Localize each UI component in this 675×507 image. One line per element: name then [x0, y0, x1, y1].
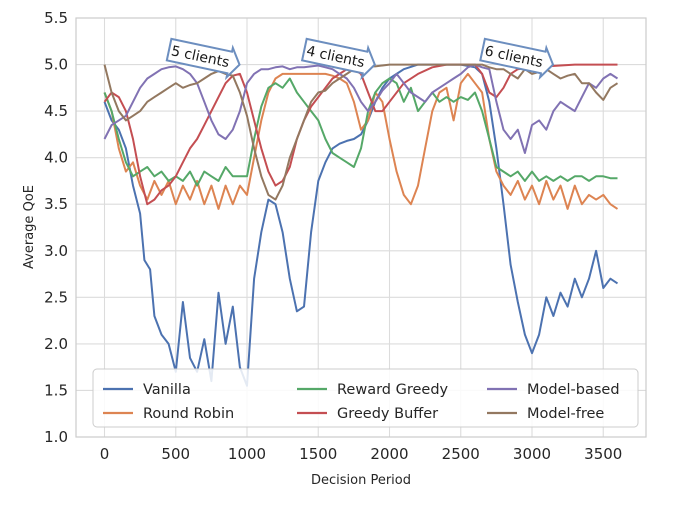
- annotation-arrow-shape: [165, 37, 241, 81]
- x-tick-label: 500: [161, 445, 190, 463]
- y-tick-label: 5.5: [44, 9, 68, 27]
- x-tick-label: 1500: [299, 445, 337, 463]
- plot-frame: [75, 17, 647, 438]
- y-tick-label: 4.0: [44, 149, 68, 167]
- legend-label: Greedy Buffer: [337, 406, 438, 422]
- legend-label: Model-free: [527, 406, 604, 422]
- legend: Vanilla Round Robin Reward Greedy Greedy Bu…: [92, 368, 639, 428]
- y-tick-label: 1.0: [44, 428, 68, 446]
- y-tick-label: 3.5: [44, 195, 68, 213]
- x-tick-label: 3000: [513, 445, 551, 463]
- legend-label: Model-based: [527, 382, 620, 398]
- plot-background: [76, 18, 646, 437]
- y-tick-label: 4.5: [44, 102, 68, 120]
- tick-labels: 0 500 1000 1500 2000 2500 3000 3500 1.0 1.5 2.0 2.5…: [44, 9, 622, 463]
- series-line-reward-greedy: [103, 77, 618, 187]
- x-tick-label: 0: [100, 445, 110, 463]
- annotation-arrow-shape: [479, 37, 555, 81]
- x-tick-label: 2500: [442, 445, 480, 463]
- y-tick-label: 3.0: [44, 242, 68, 260]
- y-tick-label: 5.0: [44, 56, 68, 74]
- x-tick-label: 1000: [228, 445, 266, 463]
- y-tick-label: 2.5: [44, 288, 68, 306]
- y-axis-label: Average QoE: [22, 185, 37, 269]
- legend-label: Round Robin: [143, 406, 234, 422]
- series-line-round-robin: [103, 72, 619, 210]
- series-line-greedy-buffer: [103, 63, 618, 206]
- y-tick-label: 1.5: [44, 381, 68, 399]
- annotation-arrow-shape: [300, 37, 376, 81]
- legend-label: Vanilla: [143, 382, 191, 398]
- y-tick-label: 2.0: [44, 335, 68, 353]
- legend-label: Reward Greedy: [337, 382, 449, 398]
- x-tick-label: 3500: [584, 445, 622, 463]
- x-tick-label: 2000: [370, 445, 408, 463]
- series-line-model-based: [103, 63, 619, 154]
- series-lines: [103, 63, 619, 387]
- x-axis-label: Decision Period: [311, 473, 411, 488]
- series-line-vanilla: [103, 63, 619, 387]
